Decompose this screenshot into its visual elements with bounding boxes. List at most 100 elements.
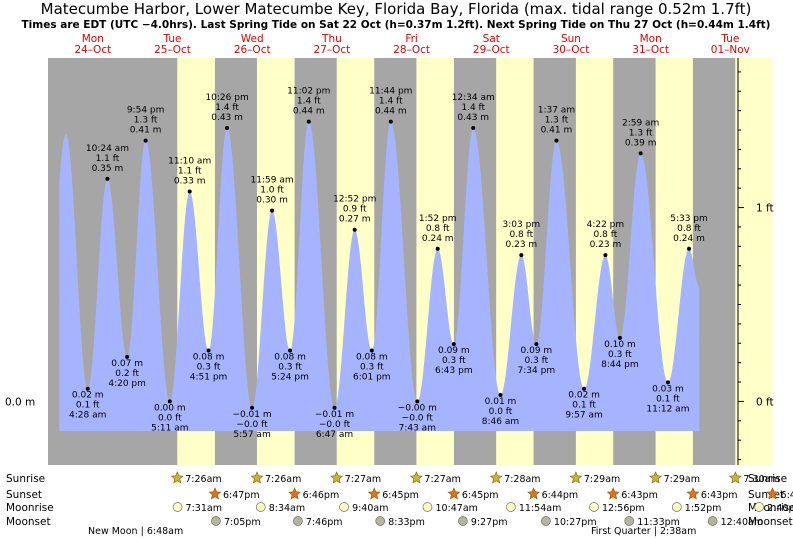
tide-label: 1:52 pm (419, 214, 457, 224)
moonrise-icon (255, 502, 266, 512)
moonrise-icon (506, 502, 516, 512)
day-of-week: Tue (720, 33, 739, 45)
sunset-time: 6:47pm (223, 490, 260, 501)
moonset-icon (624, 516, 635, 526)
moonset-icon (458, 516, 468, 526)
tide-area (59, 121, 700, 431)
tide-point (250, 405, 255, 410)
moonrise-time: 11:54am (519, 503, 561, 514)
tide-label: 0.8 ft (677, 224, 701, 234)
tide-label: 0.8 ft (509, 230, 533, 240)
sunset-time: 6:43pm (621, 490, 658, 501)
sunrise-time: 7:27am (424, 474, 460, 485)
sunrise-icon (250, 471, 264, 484)
sunset-row-label-right: Sunset (748, 489, 784, 501)
tide-label: 0.24 m (422, 234, 454, 244)
sunset-icon (606, 487, 620, 500)
day-band (735, 58, 773, 465)
tide-point (270, 208, 275, 213)
tide-label: 5:24 pm (271, 373, 309, 383)
tide-label: 7:34 pm (518, 366, 556, 376)
tide-point (534, 342, 539, 347)
tide-label: 0.10 m (604, 340, 636, 350)
tide-point (617, 335, 622, 340)
tide-label: 5:11 am (151, 423, 188, 433)
day-date: 24–Oct (74, 44, 111, 56)
tide-label: 0.01 m (485, 397, 517, 407)
tide-label: 0.35 m (92, 164, 124, 174)
sunset-time: 6:42pm (781, 490, 793, 501)
tide-label: 0.44 m (375, 107, 407, 117)
axes: 0.0 m 0 ft 1 ft (5, 58, 774, 465)
day-of-week: Mon (640, 33, 662, 45)
tide-point (167, 399, 172, 404)
tide-label: 6:47 am (316, 430, 353, 440)
tide-label: 0.43 m (457, 113, 489, 123)
tide-point (388, 119, 393, 124)
tide-label: 4:28 am (69, 411, 106, 421)
tide-label: 0.39 m (625, 138, 657, 148)
moonset-time: 7:46pm (306, 517, 343, 528)
tide-label: 7:43 am (399, 423, 436, 433)
tide-label: 10:24 am (86, 144, 129, 154)
sunrise-time: 7:29am (584, 474, 620, 485)
tide-label: 1.4 ft (379, 97, 403, 107)
tide-label: 0.08 m (356, 353, 388, 363)
sunrise-time: 7:28am (504, 474, 540, 485)
tide-point (143, 138, 148, 143)
tide-label: 0.02 m (72, 391, 104, 401)
tide-label: 8:44 pm (601, 360, 639, 370)
moonrise-time: 8:34am (269, 503, 305, 514)
sun-moon-table: Sunrise Sunrise 7:26am 7:26am 7:27am 7:27am 7:… (6, 471, 793, 537)
moonrise-time: 2:40pm (767, 503, 793, 514)
tide-label: 0.9 ft (343, 205, 367, 215)
sunrise-time: 7:30am (743, 474, 779, 485)
moonset-row-label-left: Moonset (6, 516, 51, 528)
sunset-icon (208, 487, 222, 500)
tide-label: 0.41 m (130, 126, 162, 136)
tide-label: −0.0 ft (402, 413, 434, 423)
tide-point (369, 348, 374, 353)
tide-point (85, 386, 90, 391)
moonset-icon (211, 516, 221, 526)
tide-label: 0.1 ft (76, 401, 100, 411)
tide-label: 0.8 ft (594, 230, 618, 240)
tide-label: 0.09 m (438, 346, 470, 356)
moonrise-time: 12:56pm (602, 503, 645, 514)
tide-label: 0.23 m (506, 240, 538, 250)
tide-point (435, 246, 440, 251)
tide-label: 0.8 ft (426, 224, 450, 234)
moonset-icon (541, 516, 551, 526)
tide-point (125, 354, 130, 359)
sunset-icon (766, 487, 779, 500)
tide-point (332, 405, 337, 410)
tide-label: 4:20 pm (108, 379, 146, 389)
sunrise-time: 7:27am (345, 474, 381, 485)
day-date: 25–Oct (154, 44, 191, 56)
day-of-week: Wed (241, 33, 264, 45)
tide-label: 0.23 m (590, 240, 622, 250)
moonrise-icon (754, 502, 764, 512)
sunrise-time: 7:26am (185, 474, 221, 485)
sunrise-icon (409, 471, 423, 484)
moon-phase: First Quarter | 2:38am (591, 526, 696, 537)
tide-label: 0.08 m (193, 353, 225, 363)
moonset-icon (707, 516, 718, 526)
sunset-time: 6:45pm (462, 490, 499, 501)
sunset-icon (686, 487, 700, 500)
tide-label: 11:12 am (646, 404, 689, 414)
tide-label: 0.3 ft (608, 350, 632, 360)
moonrise-time: 10:47am (435, 503, 477, 514)
tide-label: 8:46 am (482, 417, 519, 427)
day-of-week: Sun (561, 33, 581, 45)
sunrise-icon (170, 471, 184, 484)
tide-label: −0.0 ft (319, 420, 351, 430)
tide-point (415, 399, 420, 404)
tide-label: 0.03 m (652, 384, 684, 394)
moonset-time: 12:40am (721, 517, 763, 528)
moonrise-row-label-left: Moonrise (6, 502, 54, 514)
date-header: Mon24–OctTue25–OctWed26–OctThu27–OctFri2… (74, 33, 749, 56)
tide-label: 0.00 m (154, 403, 186, 413)
tide-label: 9:54 pm (127, 106, 165, 116)
